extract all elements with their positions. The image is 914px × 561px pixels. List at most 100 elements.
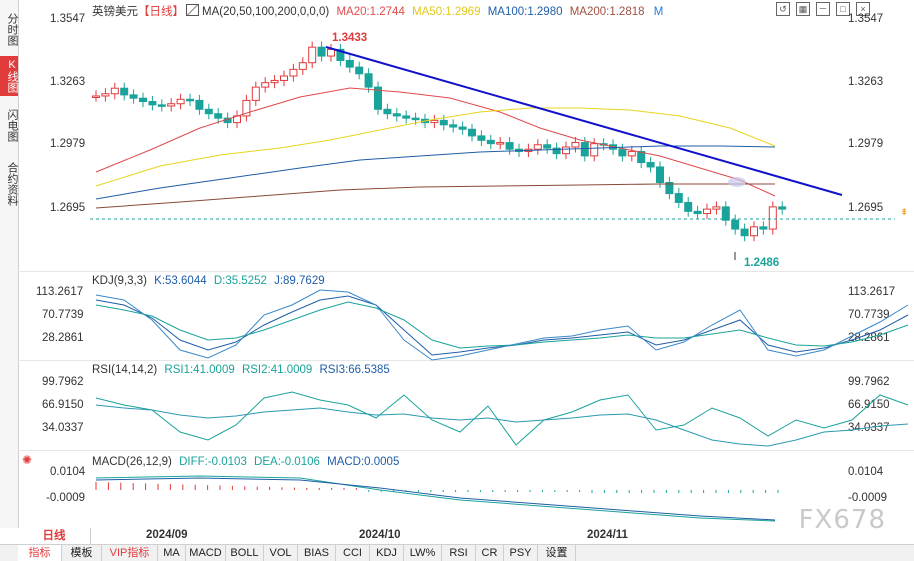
ma20-line bbox=[95, 87, 776, 197]
rsi-2: RSI2:41.0009 bbox=[241, 364, 313, 376]
candle-body bbox=[505, 142, 514, 150]
candle-body bbox=[646, 162, 655, 168]
candle-body bbox=[289, 68, 298, 77]
toolbar-lw[interactable]: LW% bbox=[404, 545, 442, 561]
candle-body bbox=[411, 117, 420, 121]
candle-body bbox=[750, 226, 758, 237]
y-tick-left: 1.2695 bbox=[50, 202, 86, 214]
candle-body bbox=[731, 219, 740, 230]
candle-body bbox=[383, 108, 392, 115]
candle-body bbox=[261, 82, 270, 88]
candle-body bbox=[768, 206, 777, 230]
toolbar-vol[interactable]: VOL bbox=[264, 545, 298, 561]
kdj-tick: 113.2617 bbox=[36, 286, 84, 298]
period-selector[interactable]: 日线 bbox=[18, 528, 91, 544]
candle-body bbox=[110, 87, 119, 95]
candle-body bbox=[129, 94, 138, 99]
kdj-d: D:35.5252 bbox=[213, 275, 267, 287]
y-tick-left: 1.3263 bbox=[50, 76, 86, 88]
candle-body bbox=[543, 144, 552, 149]
toolbar-psy[interactable]: PSY bbox=[504, 545, 538, 561]
candle-body bbox=[364, 73, 373, 88]
candle-body bbox=[92, 95, 100, 98]
candle-body bbox=[449, 124, 458, 128]
candle-body bbox=[712, 206, 721, 210]
rsi-slow-line bbox=[95, 404, 909, 447]
candle-body bbox=[176, 98, 185, 105]
toolbar-indicator[interactable]: 指标 bbox=[18, 545, 62, 561]
rsi-3: RSI3:66.5385 bbox=[319, 364, 390, 376]
candle-body bbox=[496, 142, 505, 145]
rsi-tick: 99.7962 bbox=[42, 376, 84, 388]
candle-body bbox=[533, 144, 542, 150]
kdj-tick-right: 70.7739 bbox=[848, 309, 890, 321]
candle-body bbox=[637, 150, 646, 164]
candle-body bbox=[157, 104, 166, 107]
chart-style-icon[interactable] bbox=[186, 4, 199, 16]
trendline bbox=[325, 46, 843, 196]
grid-icon[interactable]: ▦ bbox=[796, 2, 810, 16]
kdj-k: K:53.6044 bbox=[154, 275, 207, 287]
y-tick-left: 1.3547 bbox=[50, 13, 86, 25]
kdj-header: KDJ(9,3,3) K:53.6044 D:35.5252 J:89.7629 bbox=[92, 275, 325, 287]
macd-diff-line bbox=[95, 475, 776, 522]
x-label: 2024/11 bbox=[587, 529, 628, 541]
restore-icon[interactable]: ↺ bbox=[776, 2, 790, 16]
candle-body bbox=[674, 193, 683, 203]
kdj-d-line bbox=[95, 301, 909, 349]
tab-kline[interactable]: K线图 bbox=[0, 56, 18, 96]
toolbar-boll[interactable]: BOLL bbox=[226, 545, 264, 561]
candle-body bbox=[693, 210, 702, 215]
macd-settings-icon[interactable]: ✺ bbox=[22, 453, 33, 467]
candle-body bbox=[139, 97, 147, 103]
candle-body bbox=[214, 113, 223, 119]
candle-body bbox=[486, 139, 495, 145]
candlestick-chart[interactable] bbox=[0, 0, 914, 528]
toolbar-cr[interactable]: CR bbox=[476, 545, 504, 561]
x-axis-bar: 日线 2024/09 2024/10 2024/11 bbox=[18, 528, 914, 544]
candle-body bbox=[195, 99, 204, 110]
macd-tick-right: 0.0104 bbox=[848, 466, 884, 478]
toolbar-bias[interactable]: BIAS bbox=[298, 545, 336, 561]
rsi-name: RSI(14,14,2) bbox=[92, 364, 158, 376]
candle-body bbox=[101, 93, 110, 97]
candle-body bbox=[759, 226, 768, 230]
tab-contract-info[interactable]: 合约资料 bbox=[6, 162, 18, 206]
candle-body bbox=[148, 101, 157, 106]
tab-timeshare[interactable]: 分时图 bbox=[6, 12, 18, 46]
toolbar-macd[interactable]: MACD bbox=[186, 545, 226, 561]
macd-tick-right: -0.0009 bbox=[848, 492, 888, 504]
tab-flash[interactable]: 闪电图 bbox=[6, 108, 18, 142]
macd-value: MACD:0.0005 bbox=[327, 456, 400, 468]
toolbar-vip[interactable]: VIP指标 bbox=[102, 545, 158, 561]
kdj-name: KDJ(9,3,3) bbox=[92, 275, 147, 287]
candle-body bbox=[298, 62, 307, 70]
candle-body bbox=[327, 48, 335, 57]
y-tick-left: 1.2979 bbox=[50, 138, 86, 150]
symbol-name: 英镑美元 bbox=[92, 6, 138, 18]
toolbar-ma[interactable]: MA bbox=[158, 545, 186, 561]
rsi-1: RSI1:41.0009 bbox=[164, 364, 235, 376]
pane-divider bbox=[18, 450, 914, 451]
kdj-j-line bbox=[95, 289, 909, 361]
candle-body bbox=[308, 46, 317, 64]
candle-body bbox=[477, 135, 486, 141]
toolbar-kdj[interactable]: KDJ bbox=[370, 545, 404, 561]
maximize-icon[interactable]: □ bbox=[836, 2, 850, 16]
toolbar-rsi[interactable]: RSI bbox=[442, 545, 476, 561]
more-ma-button[interactable]: M bbox=[653, 6, 664, 18]
candle-body bbox=[430, 119, 439, 124]
candle-body bbox=[402, 115, 411, 119]
close-icon[interactable]: × bbox=[856, 2, 870, 16]
macd-tick: 0.0104 bbox=[50, 466, 86, 478]
rsi-header: RSI(14,14,2) RSI1:41.0009 RSI2:41.0009 R… bbox=[92, 364, 390, 376]
toolbar-cci[interactable]: CCI bbox=[336, 545, 370, 561]
low-label: 1.2486 bbox=[744, 257, 780, 269]
candle-body bbox=[392, 113, 401, 117]
candle-body bbox=[242, 99, 251, 117]
toolbar-settings[interactable]: 设置 bbox=[538, 545, 576, 561]
toolbar-template[interactable]: 模板 bbox=[62, 545, 102, 561]
kdj-j: J:89.7629 bbox=[274, 275, 325, 287]
minimize-icon[interactable]: － bbox=[816, 2, 830, 16]
y-tick-right: 1.2695 bbox=[848, 202, 884, 214]
